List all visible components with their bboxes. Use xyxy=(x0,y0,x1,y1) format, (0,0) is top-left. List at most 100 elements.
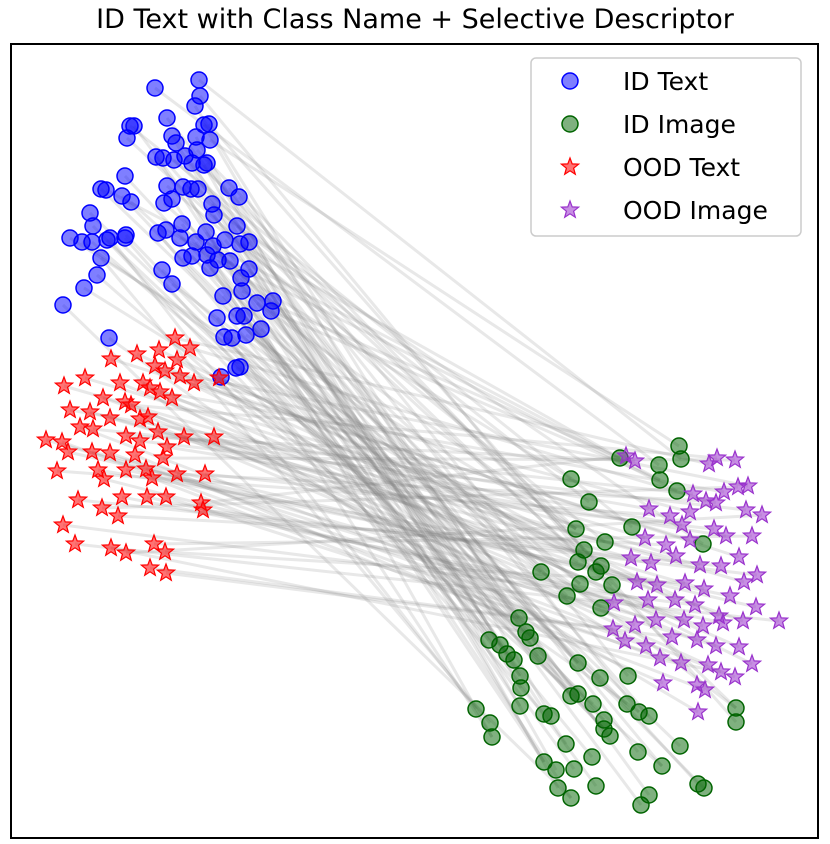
ood-image-point xyxy=(655,534,677,554)
id-text-point xyxy=(186,97,204,115)
ood-text-point xyxy=(143,533,165,553)
ood-text-point xyxy=(155,486,177,506)
id-connector-line xyxy=(96,273,605,722)
id-text-point xyxy=(221,252,239,270)
ood-connector-line xyxy=(136,352,638,584)
id-connector-line xyxy=(170,134,603,568)
ood-text-point xyxy=(203,426,225,446)
ood-text-point xyxy=(99,442,121,462)
ood-text-point xyxy=(149,381,171,401)
id-text-point xyxy=(197,223,215,241)
id-image-point xyxy=(483,728,501,746)
ood-text-point xyxy=(129,430,151,450)
id-connector-line xyxy=(129,124,633,529)
ood-connector-line xyxy=(179,374,691,514)
id-text-point xyxy=(205,206,223,224)
id-connector-line xyxy=(165,117,641,713)
id-text-point xyxy=(122,193,140,211)
id-connector-line xyxy=(171,282,737,710)
ood-connector-line xyxy=(202,508,758,577)
ood-text-point xyxy=(155,562,177,582)
id-connector-line xyxy=(205,254,528,633)
id-connector-line xyxy=(270,309,661,482)
ood-text-point xyxy=(135,458,157,478)
id-image-point xyxy=(583,748,601,766)
ood-connector-line xyxy=(69,408,650,511)
ood-text-point xyxy=(120,394,142,414)
ood-connector-line xyxy=(139,417,636,627)
ood-image-point xyxy=(727,476,749,496)
ood-connector-line xyxy=(130,403,718,460)
id-text-point xyxy=(240,233,258,251)
ood-connector-line xyxy=(56,469,671,518)
ood-text-point xyxy=(148,339,170,359)
id-image-point xyxy=(591,669,609,687)
ood-connector-line xyxy=(157,430,683,527)
id-connector-line xyxy=(154,86,660,467)
id-text-point xyxy=(195,156,213,174)
ood-image-point xyxy=(719,585,741,605)
id-text-point xyxy=(146,79,164,97)
id-connector-line xyxy=(81,240,602,610)
ood-text-point xyxy=(139,557,161,577)
ood-text-point xyxy=(69,416,91,436)
ood-connector-line xyxy=(92,427,694,496)
ood-connector-line xyxy=(153,534,753,546)
ood-image-point xyxy=(695,490,717,510)
ood-connector-line xyxy=(134,453,664,685)
id-connector-line xyxy=(181,256,706,790)
ood-text-point xyxy=(137,406,159,426)
id-connector-line xyxy=(209,138,680,448)
ood-text-point xyxy=(67,489,89,509)
ood-image-point xyxy=(661,626,683,646)
ood-connector-line xyxy=(174,336,710,466)
ood-image-point xyxy=(652,672,674,692)
ood-text-point xyxy=(194,463,216,483)
id-text-point xyxy=(195,116,213,134)
ood-connector-line xyxy=(162,456,736,462)
chart-title: ID Text with Class Name + Selective Desc… xyxy=(96,4,734,35)
ood-image-point xyxy=(624,614,646,634)
ood-connector-line xyxy=(125,468,731,598)
id-connector-line xyxy=(230,336,606,731)
id-text-point xyxy=(233,282,251,300)
ood-image-point xyxy=(687,701,709,721)
ood-connector-line xyxy=(146,495,724,625)
id-connector-line xyxy=(120,194,521,620)
ood-image-point xyxy=(768,610,790,630)
id-text-point xyxy=(158,109,176,127)
id-text-point xyxy=(84,217,102,235)
id-image-point xyxy=(571,575,589,593)
ood-text-point xyxy=(53,375,75,395)
ood-connector-line xyxy=(176,472,707,503)
id-text-point xyxy=(163,190,181,208)
ood-image-point xyxy=(710,555,732,575)
id-image-point xyxy=(623,518,641,536)
id-text-point xyxy=(237,326,255,344)
ood-image-point xyxy=(713,481,735,501)
id-connector-line xyxy=(245,333,577,531)
ood-connector-line xyxy=(189,346,717,505)
ood-image-point xyxy=(693,578,715,598)
ood-image-point xyxy=(741,653,763,673)
ood-text-point xyxy=(52,514,74,534)
id-connector-line xyxy=(223,239,664,767)
ood-image-point xyxy=(692,615,714,635)
id-text-legend-marker xyxy=(561,72,579,90)
ood-connector-line xyxy=(119,381,685,622)
id-connector-line xyxy=(242,315,573,697)
ood-connector-line xyxy=(193,381,740,559)
ood-connector-line xyxy=(117,514,667,547)
ood-image-point xyxy=(732,610,754,630)
ood-connector-line xyxy=(149,566,614,631)
ood-image-point xyxy=(673,609,695,629)
ood-image-point xyxy=(686,674,708,694)
ood-text-point xyxy=(139,377,161,397)
ood-connector-line xyxy=(109,451,647,648)
ood-image-point xyxy=(746,564,768,584)
ood-image-point xyxy=(694,679,716,699)
id-connector-line xyxy=(198,95,598,573)
id-image-point xyxy=(547,761,565,779)
ood-text-point xyxy=(46,460,68,480)
ood-image-point xyxy=(724,449,746,469)
